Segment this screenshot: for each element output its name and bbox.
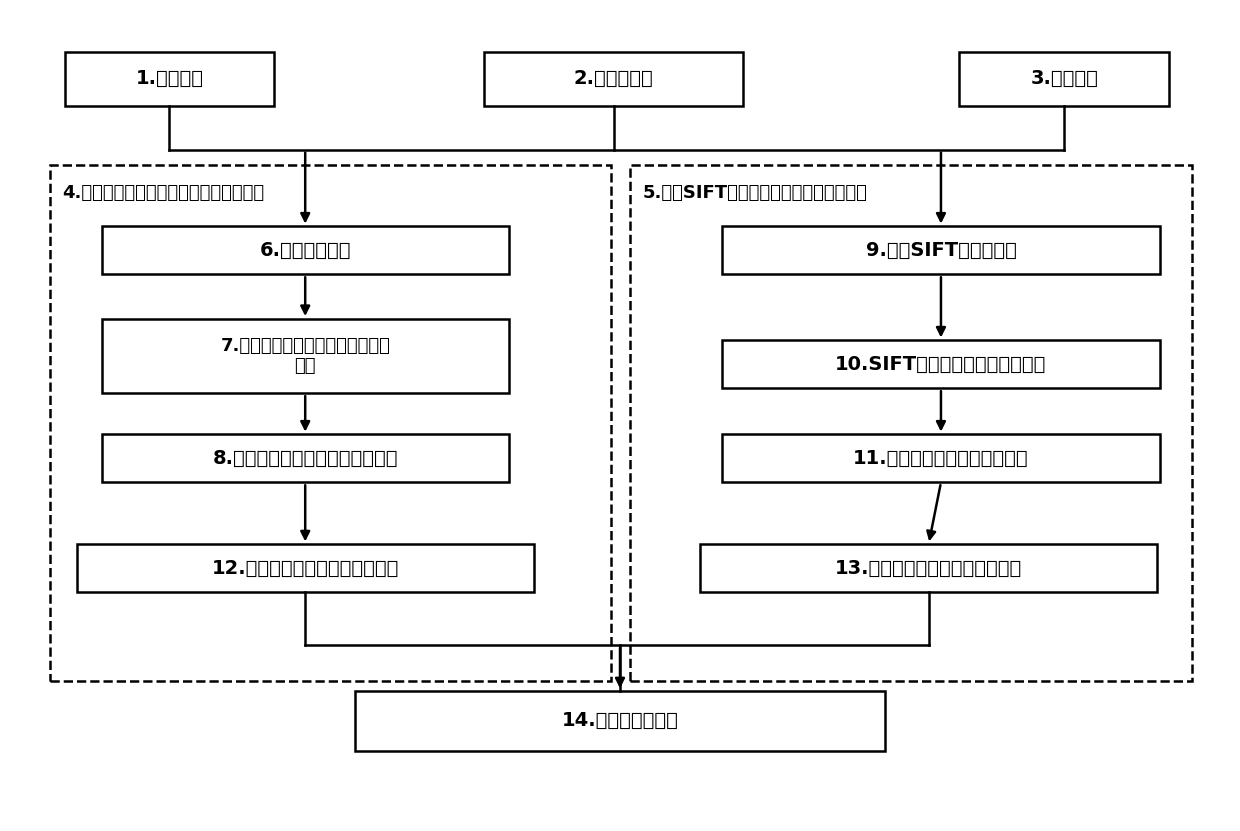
- FancyBboxPatch shape: [64, 52, 274, 106]
- FancyBboxPatch shape: [960, 52, 1169, 106]
- Text: 5.基于SIFT特征的可见光与紫外图像配准: 5.基于SIFT特征的可见光与紫外图像配准: [642, 184, 867, 202]
- Text: 9.图像SIFT特征点识别: 9.图像SIFT特征点识别: [866, 241, 1017, 260]
- FancyBboxPatch shape: [355, 691, 885, 750]
- Text: 14.多光谱图像重构: 14.多光谱图像重构: [562, 711, 678, 730]
- FancyBboxPatch shape: [102, 319, 508, 393]
- FancyBboxPatch shape: [701, 544, 1157, 593]
- Text: 8.基于平均最近距离的匹配度计算: 8.基于平均最近距离的匹配度计算: [212, 449, 398, 468]
- Text: 2.可见光图像: 2.可见光图像: [574, 69, 653, 88]
- Text: 3.紫外图像: 3.紫外图像: [1030, 69, 1099, 88]
- FancyBboxPatch shape: [722, 227, 1161, 274]
- FancyBboxPatch shape: [102, 435, 508, 482]
- FancyBboxPatch shape: [102, 227, 508, 274]
- Text: 1.红外图像: 1.红外图像: [135, 69, 203, 88]
- FancyBboxPatch shape: [722, 435, 1161, 482]
- Text: 13.配准后紫外图像特征区域提取: 13.配准后紫外图像特征区域提取: [835, 558, 1022, 578]
- Text: 4.基于轮廓信息的可见光与红外图像配准: 4.基于轮廓信息的可见光与红外图像配准: [62, 184, 264, 202]
- Text: 12.配准后红外图像特征区域提取: 12.配准后红外图像特征区域提取: [212, 558, 399, 578]
- Text: 6.图像轮廓提取: 6.图像轮廓提取: [259, 241, 351, 260]
- FancyBboxPatch shape: [484, 52, 744, 106]
- Text: 7.基于粒子群算法的最佳仿射变换
搜索: 7.基于粒子群算法的最佳仿射变换 搜索: [221, 337, 391, 376]
- FancyBboxPatch shape: [722, 341, 1161, 388]
- FancyBboxPatch shape: [77, 544, 533, 593]
- Text: 10.SIFT特征配对：特征点粗匹配: 10.SIFT特征配对：特征点粗匹配: [836, 355, 1047, 374]
- Text: 11.匹配对筛选：特征点精匹配: 11.匹配对筛选：特征点精匹配: [853, 449, 1029, 468]
